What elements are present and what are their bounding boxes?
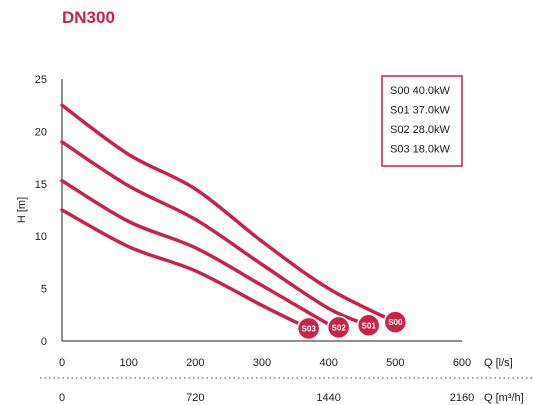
page-title: DN300 (62, 8, 115, 27)
x-tick-label: 100 (119, 357, 137, 369)
secondary-x-tick-label: 0 (59, 392, 65, 404)
series-badge-s02: S02 (326, 315, 351, 340)
series-line-s01 (60, 140, 371, 328)
series-badge-circle (326, 315, 351, 340)
y-tick-label: 0 (41, 336, 47, 348)
series-badge-label: S01 (362, 321, 377, 330)
x-axis-label: Q [l/s] (484, 357, 513, 369)
secondary-x-tick-labels: 0 720 1440 2160 Q [m³/h] (59, 392, 524, 404)
series-badge-s00: S00 (383, 310, 408, 334)
y-tick-labels: 0 5 10 15 20 25 (35, 74, 47, 348)
series-badges: S00 S01 S02 S03 (296, 310, 408, 341)
legend-entry: S01 37.0kW (390, 105, 451, 117)
x-tick-label: 0 (59, 357, 65, 369)
series-badge-s03: S03 (296, 316, 321, 341)
series-badge-label: S00 (388, 318, 403, 327)
legend: S00 40.0kW S01 37.0kW S02 28.0kW S03 18.0kW (381, 75, 463, 167)
secondary-x-axis-label: Q [m³/h] (484, 392, 524, 404)
y-tick-label: 15 (35, 179, 47, 191)
legend-box (381, 75, 463, 167)
series-line-s00 (60, 103, 398, 324)
series-line-s02 (60, 178, 341, 330)
series-badge-circle (296, 316, 321, 341)
legend-entry: S02 28.0kW (390, 124, 451, 136)
series-badge-circle (383, 310, 408, 334)
series-badge-label: S03 (302, 324, 317, 333)
y-tick-label: 20 (35, 126, 47, 138)
series-lines (60, 103, 398, 331)
x-tick-label: 200 (186, 357, 204, 369)
secondary-x-tick-label: 2160 (450, 392, 474, 404)
x-tick-label: 600 (453, 357, 471, 369)
legend-entry: S03 18.0kW (390, 144, 451, 156)
y-tick-label: 25 (35, 74, 47, 86)
legend-entry: S00 40.0kW (390, 85, 451, 97)
series-badge-s01: S01 (356, 313, 381, 338)
secondary-x-tick-label: 1440 (316, 392, 340, 404)
y-axis-label: H [m] (16, 197, 28, 223)
x-tick-label: 500 (386, 357, 404, 369)
series-badge-circle (356, 313, 381, 338)
series-line-s03 (60, 208, 311, 331)
x-tick-label: 300 (253, 357, 271, 369)
series-badge-label: S02 (332, 323, 347, 332)
y-tick-label: 5 (41, 284, 47, 296)
x-tick-label: 400 (319, 357, 337, 369)
y-tick-label: 10 (35, 231, 47, 243)
x-tick-labels: 0 100 200 300 400 500 600 Q [l/s] (59, 357, 513, 369)
secondary-x-tick-label: 720 (186, 392, 204, 404)
